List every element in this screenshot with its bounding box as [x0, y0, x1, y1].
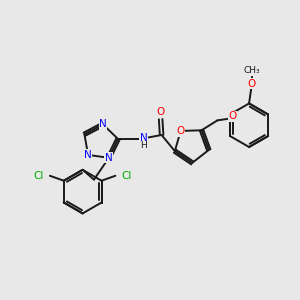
Text: H: H: [140, 141, 147, 150]
Text: CH₃: CH₃: [244, 66, 260, 75]
Text: N: N: [84, 150, 92, 160]
Text: O: O: [176, 126, 185, 136]
Text: O: O: [228, 111, 236, 122]
Text: O: O: [247, 79, 255, 88]
Text: Cl: Cl: [121, 171, 132, 181]
Text: Cl: Cl: [34, 171, 44, 181]
Text: N: N: [140, 133, 148, 143]
Text: N: N: [105, 153, 113, 163]
Text: O: O: [157, 107, 165, 117]
Text: N: N: [99, 119, 107, 129]
